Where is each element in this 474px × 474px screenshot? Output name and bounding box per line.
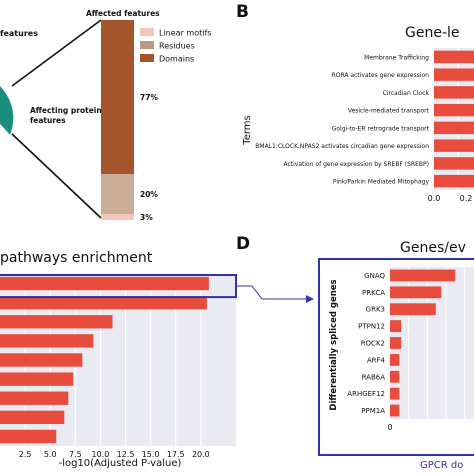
genes-events-title: Genes/ev [400, 240, 466, 256]
category-label: Membrane Trafficking [364, 54, 429, 61]
panel-d: D Genes/ev Differentially spliced genes … [236, 234, 474, 471]
panel-b-letter: B [236, 2, 249, 22]
category-label: BMAL1:CLOCK,NPAS2 activates circadian ge… [255, 143, 429, 150]
panel-a: features Affected features Linear motifs… [0, 9, 211, 222]
bar [434, 139, 474, 152]
legend-label: Linear motifs [159, 29, 211, 38]
zoom-arrow [237, 285, 306, 300]
bar [0, 353, 83, 367]
category-label: PTPN12 [358, 323, 385, 331]
teal-wedge [0, 86, 14, 135]
category-label: Pink/Parkin Mediated Mitophagy [333, 179, 430, 186]
x-tick-label: 15.0 [142, 450, 160, 459]
panel-a-left-label: features [0, 29, 38, 38]
category-label: ARHGEF12 [347, 390, 385, 398]
category-label: Vesicle-mediated transport [348, 108, 430, 115]
affecting-label-line1: Affecting protein [30, 106, 102, 115]
bar [0, 429, 57, 444]
x-tick-label: 0.2 [460, 194, 473, 203]
bar [390, 337, 402, 349]
category-label: RORA activates gene expression [332, 72, 430, 79]
panel-c: pathways enrichment 2.5 5.0 7.5 10.0 12.5 15.… [0, 250, 237, 469]
category-label: PRKCA [362, 289, 385, 297]
gene-level-ylabel: Terms [242, 115, 253, 145]
stack-segment-label: 77% [140, 93, 158, 102]
bar [434, 86, 474, 99]
pathways-chart: 2.5 5.0 7.5 10.0 12.5 15.0 17.5 20.0 [0, 274, 237, 459]
category-label: Golgi-to-ER retrograde transport [332, 125, 430, 132]
stacked-bar: 77% 20% 3% [101, 20, 158, 222]
legend-title: Affected features [86, 9, 160, 18]
stack-segment [101, 20, 134, 174]
bar [390, 320, 402, 333]
bar [0, 315, 113, 329]
panel-d-letter: D [236, 234, 250, 254]
gene-level-title: Gene-le [405, 25, 460, 41]
bar [0, 391, 69, 405]
stack-segment [101, 214, 134, 220]
bar [390, 387, 400, 400]
connector-bottom [11, 133, 102, 219]
gene-level-chart: Membrane Trafficking RORA activates gene … [255, 48, 474, 203]
category-label: GRK3 [366, 306, 385, 314]
zoom-arrow-head [306, 295, 314, 303]
bar [0, 295, 207, 310]
x-tick-label: 10.0 [92, 450, 110, 459]
category-label: ARF4 [367, 356, 386, 364]
pathways-title: pathways enrichment [0, 250, 153, 266]
category-label: Circadian Clock [383, 90, 430, 97]
bar [390, 269, 456, 282]
category-label: GNAQ [364, 272, 385, 280]
bar [434, 174, 474, 188]
stack-segment-label: 20% [140, 190, 158, 199]
legend-label: Domains [159, 55, 194, 64]
bar [390, 370, 400, 383]
bar [434, 121, 474, 135]
x-tick-label: 12.5 [117, 450, 135, 459]
category-label: Activation of gene expression by SREBF (… [283, 161, 429, 168]
bar [434, 50, 474, 64]
bar [390, 286, 442, 299]
bar [390, 404, 400, 417]
bar [434, 68, 474, 81]
x-tick-label: 0.0 [428, 194, 441, 203]
category-label: PPM1A [361, 407, 385, 415]
category-label: ROCK2 [361, 340, 385, 348]
affecting-label-line2: features [30, 116, 66, 125]
bar [0, 410, 65, 425]
x-tick-label: 7.5 [69, 450, 82, 459]
x-tick-label: 20.0 [192, 450, 210, 459]
bar [434, 157, 474, 170]
genes-events-xlabel: GPCR do [420, 460, 463, 471]
legend-a: Linear motifs Residues Domains [140, 28, 211, 64]
genes-events-ylabel: Differentially spliced genes [329, 279, 339, 410]
legend-swatch [140, 28, 154, 36]
x-tick-label: 2.5 [19, 450, 32, 459]
panel-b: B Gene-le Terms Membrane Trafficking RORA… [236, 2, 474, 203]
pathways-xlabel: -log10(Adjusted P-value) [59, 458, 182, 469]
highlight-box [0, 274, 237, 299]
affecting-label-1: Affecting protein features [30, 106, 104, 125]
stack-segment [101, 174, 134, 214]
legend-label: Residues [159, 42, 195, 51]
bar [390, 303, 436, 316]
x-tick-label: 5.0 [44, 450, 57, 459]
legend-swatch [140, 54, 154, 62]
bar [390, 353, 400, 366]
stack-segment-label: 3% [140, 213, 153, 222]
bar [434, 103, 474, 117]
zoom-box [318, 258, 474, 456]
category-label: RAB6A [362, 373, 386, 381]
genes-events-chart: GNAQ PRKCA GRK3 PTPN12 ROCK2 ARF4 RAB6A ARHGEF1… [347, 267, 474, 432]
bar [0, 372, 74, 386]
x-tick-label: 0 [387, 423, 392, 432]
bar [0, 276, 209, 291]
legend-swatch [140, 41, 154, 49]
x-tick-label: 17.5 [167, 450, 185, 459]
connector-top [11, 19, 102, 87]
bar [0, 334, 94, 348]
